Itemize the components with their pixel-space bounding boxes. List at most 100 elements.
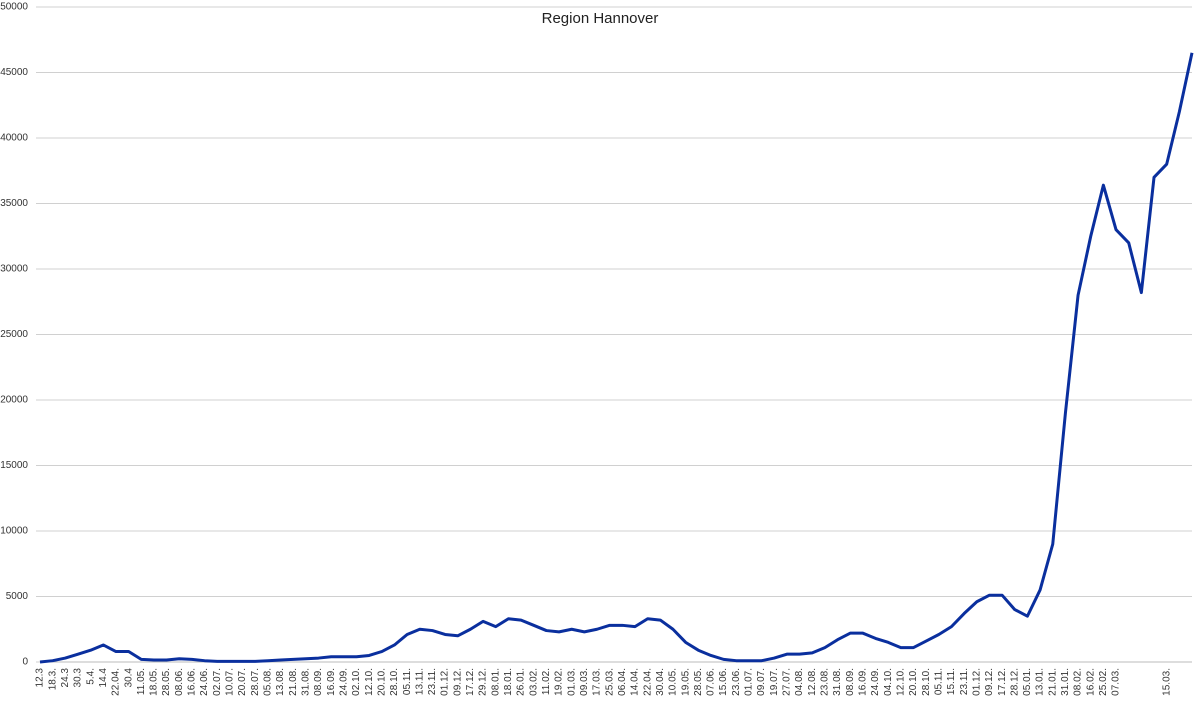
x-tick-label: 12.10. <box>895 668 906 696</box>
x-tick-label: 07.03. <box>1111 668 1122 696</box>
x-tick-label: 28.05. <box>693 668 704 696</box>
x-tick-label: 04.10. <box>883 668 894 696</box>
x-tick-label: 08.06. <box>174 668 185 696</box>
x-tick-label: 02.07. <box>212 668 223 696</box>
x-tick-label: 08.02. <box>1073 668 1084 696</box>
x-tick-label: 12.3 <box>35 668 46 688</box>
x-tick-label: 20.10. <box>908 668 919 696</box>
x-tick-label: 09.12. <box>984 668 995 696</box>
x-tick-label: 20.07. <box>237 668 248 696</box>
x-tick-label: 25.03. <box>604 668 615 696</box>
x-tick-label: 16.02. <box>1085 668 1096 696</box>
y-tick-label: 20000 <box>0 395 28 406</box>
x-tick-label: 03.02. <box>528 668 539 696</box>
y-tick-label: 35000 <box>0 198 28 209</box>
x-tick-label: 17.12. <box>465 668 476 696</box>
x-tick-label: 30.04. <box>655 668 666 696</box>
x-tick-label: 11.05. <box>136 668 147 695</box>
x-tick-label: 13.08. <box>275 668 286 696</box>
x-tick-label: 10.07. <box>225 668 236 696</box>
x-tick-label: 01.12. <box>440 668 451 696</box>
x-tick-label: 23.06. <box>731 668 742 696</box>
x-tick-label: 23.11. <box>959 668 970 695</box>
x-tick-label: 26.01. <box>516 668 527 696</box>
x-tick-label: 17.03. <box>592 668 603 696</box>
x-tick-label: 06.04. <box>617 668 628 696</box>
x-tick-label: 28.10. <box>389 668 400 696</box>
y-tick-label: 50000 <box>0 2 28 13</box>
x-tick-label: 12.08. <box>807 668 818 696</box>
x-tick-label: 23.08. <box>820 668 831 696</box>
x-tick-label: 24.06. <box>199 668 210 696</box>
x-tick-label: 27.07. <box>782 668 793 696</box>
x-tick-label: 08.01. <box>490 668 501 696</box>
x-tick-label: 05.08. <box>263 668 274 696</box>
y-tick-label: 40000 <box>0 133 28 144</box>
x-tick-label: 21.08. <box>288 668 299 696</box>
x-tick-label: 23.11. <box>427 668 438 695</box>
x-tick-label: 12.10. <box>364 668 375 696</box>
x-tick-label: 22.04. <box>642 668 653 696</box>
x-tick-label: 30.3 <box>73 668 84 688</box>
x-tick-label: 5.4. <box>85 668 96 685</box>
x-tick-label: 07.06. <box>706 668 717 696</box>
x-tick-label: 18.05. <box>149 668 160 696</box>
x-tick-label: 24.09. <box>338 668 349 696</box>
x-tick-label: 31.01. <box>1060 668 1071 696</box>
x-tick-label: 11.02. <box>541 668 552 695</box>
x-tick-label: 31.08. <box>300 668 311 696</box>
x-tick-label: 09.03. <box>579 668 590 696</box>
x-tick-label: 18.3. <box>47 668 58 690</box>
y-tick-label: 5000 <box>6 591 29 602</box>
x-tick-label: 09.12. <box>452 668 463 696</box>
x-tick-label: 28.05. <box>161 668 172 696</box>
x-tick-label: 25.02. <box>1098 668 1109 696</box>
x-tick-label: 28.12. <box>1009 668 1020 696</box>
x-tick-label: 02.10. <box>351 668 362 696</box>
x-tick-label: 31.08. <box>832 668 843 696</box>
chart-title: Region Hannover <box>542 10 659 27</box>
x-tick-label: 28.10. <box>921 668 932 696</box>
x-tick-label: 17.12. <box>997 668 1008 696</box>
x-tick-label: 21.01. <box>1047 668 1058 696</box>
x-tick-label: 01.07. <box>744 668 755 696</box>
y-tick-label: 15000 <box>0 460 28 471</box>
x-tick-label: 20.10. <box>376 668 387 696</box>
x-tick-label: 04.08. <box>794 668 805 696</box>
x-tick-label: 15.11. <box>946 668 957 695</box>
x-tick-label: 30.4 <box>123 668 134 688</box>
x-tick-label: 24.09. <box>870 668 881 696</box>
x-tick-label: 05.11. <box>402 668 413 695</box>
y-tick-label: 25000 <box>0 329 28 340</box>
x-tick-label: 13.11. <box>414 668 425 695</box>
x-tick-label: 22.04. <box>111 668 122 696</box>
y-tick-label: 45000 <box>0 67 28 78</box>
x-tick-label: 01.12. <box>971 668 982 696</box>
x-tick-label: 13.01. <box>1035 668 1046 696</box>
x-tick-label: 18.01. <box>503 668 514 696</box>
x-tick-label: 19.05. <box>680 668 691 696</box>
x-tick-label: 09.07. <box>756 668 767 696</box>
data-line <box>39 52 1194 664</box>
y-tick-label: 30000 <box>0 264 28 275</box>
x-tick-label: 05.01. <box>1022 668 1033 696</box>
y-tick-label: 10000 <box>0 526 28 537</box>
x-tick-label: 14.4 <box>98 668 109 688</box>
x-tick-label: 14.04. <box>630 668 641 696</box>
x-tick-label: 16.09. <box>857 668 868 696</box>
x-tick-label: 15.03. <box>1161 668 1172 696</box>
x-tick-label: 16.09. <box>326 668 337 696</box>
x-tick-label: 28.07. <box>250 668 261 696</box>
y-tick-label: 0 <box>22 657 28 668</box>
x-tick-label: 01.03. <box>566 668 577 696</box>
x-tick-label: 08.09. <box>313 668 324 696</box>
x-tick-label: 19.02. <box>554 668 565 696</box>
x-tick-label: 24.3 <box>60 668 71 688</box>
x-tick-label: 10.05. <box>668 668 679 696</box>
x-tick-label: 08.09. <box>845 668 856 696</box>
x-tick-label: 15.06. <box>718 668 729 696</box>
x-tick-label: 29.12. <box>478 668 489 696</box>
x-tick-label: 16.06. <box>187 668 198 696</box>
x-tick-label: 05.11. <box>933 668 944 695</box>
